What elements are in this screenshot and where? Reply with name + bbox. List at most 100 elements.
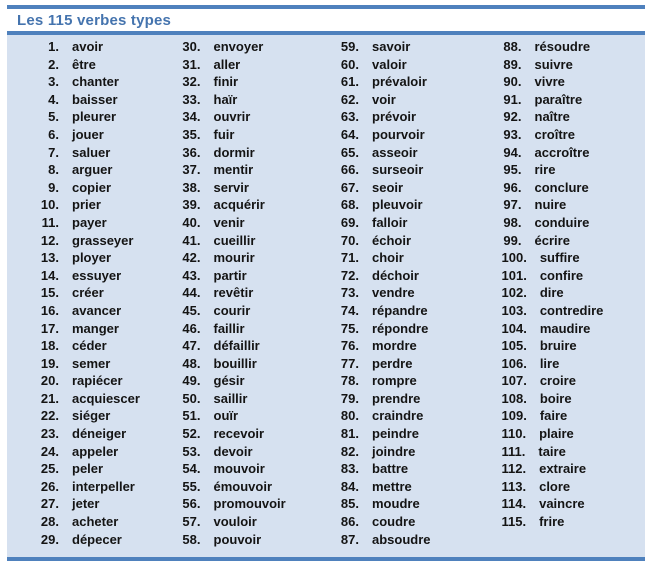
verb-row: 71. choir	[339, 249, 486, 267]
verb-label: plaire	[539, 426, 574, 442]
verb-number: 95.	[503, 162, 522, 178]
verb-row: 115. frire	[502, 513, 646, 531]
verb-row: 35. fuir	[181, 126, 327, 144]
verb-row: 46. faillir	[181, 320, 327, 338]
verb-number: 49.	[182, 373, 201, 389]
verb-label: interpeller	[72, 478, 135, 494]
verb-row: 39. acquérir	[181, 196, 327, 214]
verb-label: payer	[72, 214, 107, 230]
verb-number: 77.	[340, 355, 359, 371]
verb-row: 64. pourvoir	[339, 126, 486, 144]
verb-label: surseoir	[372, 162, 424, 178]
verb-number: 109.	[501, 408, 527, 424]
verb-row: 91. paraître	[502, 91, 646, 109]
verb-number: 22.	[40, 408, 59, 424]
verb-number: 9.	[48, 179, 59, 195]
verb-number: 12.	[40, 232, 59, 248]
verb-row: 8. arguer	[39, 161, 167, 179]
verb-number: 24.	[40, 443, 59, 459]
verb-label: baisser	[72, 91, 118, 107]
verb-number: 98.	[503, 214, 522, 230]
verb-row: 34. ouvrir	[181, 108, 327, 126]
verb-number: 99.	[503, 232, 522, 248]
verb-number: 18.	[40, 338, 59, 354]
verb-label: mettre	[372, 478, 412, 494]
verb-row: 17. manger	[39, 320, 167, 338]
verb-row: 61. prévaloir	[339, 73, 486, 91]
verb-number: 21.	[40, 390, 59, 406]
verb-number: 35.	[182, 126, 201, 142]
verb-label: siéger	[72, 408, 111, 424]
verb-row: 27. jeter	[39, 495, 167, 513]
verb-label: paraître	[534, 91, 583, 107]
verb-number: 60.	[340, 56, 359, 72]
verb-number: 32.	[182, 74, 201, 90]
verb-label: valoir	[372, 56, 407, 72]
verb-number: 89.	[503, 56, 522, 72]
verb-label: frire	[539, 514, 565, 530]
verb-label: bruire	[539, 338, 577, 354]
verb-row: 47. défaillir	[181, 337, 327, 355]
verb-number: 29.	[40, 531, 59, 547]
verb-label: servir	[213, 179, 249, 195]
verb-label: arguer	[72, 162, 113, 178]
verb-row: 11. payer	[39, 214, 167, 232]
verb-label: moudre	[372, 496, 420, 512]
verb-row: 93. croître	[502, 126, 646, 144]
verb-row: 18. céder	[39, 337, 167, 355]
verb-row: 38. servir	[181, 179, 327, 197]
verb-number: 68.	[340, 197, 359, 213]
verb-row: 62. voir	[339, 91, 486, 109]
verb-label: répandre	[372, 302, 428, 318]
verb-label: résoudre	[534, 39, 591, 54]
verb-number: 105.	[501, 338, 527, 354]
verb-number: 17.	[40, 320, 59, 336]
verb-number: 20.	[40, 373, 59, 389]
verb-label: répondre	[372, 320, 429, 336]
verb-number: 108.	[501, 390, 527, 406]
verb-row: 78. rompre	[339, 372, 486, 390]
verb-row: 26. interpeller	[39, 478, 167, 496]
verb-row: 1. avoir	[39, 38, 167, 56]
verb-row: 13. ployer	[39, 249, 167, 267]
verb-row: 88. résoudre	[502, 38, 646, 56]
verb-label: rompre	[372, 373, 417, 389]
verb-number: 97.	[503, 197, 522, 213]
verb-number: 28.	[40, 514, 59, 530]
verb-row: 83. battre	[339, 460, 486, 478]
verb-label: revêtir	[213, 285, 254, 301]
verb-number: 54.	[182, 461, 201, 477]
verb-label: devoir	[213, 443, 253, 459]
verb-row: 25. peler	[39, 460, 167, 478]
verb-number: 111.	[501, 443, 526, 459]
verb-row: 28. acheter	[39, 513, 167, 531]
verb-label: déchoir	[372, 267, 419, 283]
verb-label: mourir	[213, 250, 255, 266]
verb-number: 75.	[340, 320, 359, 336]
verb-number: 70.	[340, 232, 359, 248]
verb-row: 108. boire	[502, 390, 646, 408]
verb-label: voir	[372, 91, 396, 107]
verb-number: 51.	[182, 408, 201, 424]
verb-label: déneiger	[72, 426, 127, 442]
verb-label: absoudre	[372, 531, 431, 547]
verb-number: 101.	[501, 267, 527, 283]
verb-label: défaillir	[213, 338, 260, 354]
verb-number: 55.	[182, 478, 201, 494]
verb-row: 105. bruire	[502, 337, 646, 355]
verb-row: 114. vaincre	[502, 495, 646, 513]
verb-label: prévoir	[372, 109, 417, 125]
verb-row: 79. prendre	[339, 390, 486, 408]
verb-label: savoir	[372, 39, 411, 54]
verb-number: 6.	[48, 126, 59, 142]
verb-number: 63.	[340, 109, 359, 125]
verb-number: 2.	[48, 56, 59, 72]
bottom-rule	[7, 557, 645, 561]
verb-number: 106.	[501, 355, 527, 371]
verb-row: 96. conclure	[502, 179, 646, 197]
verb-row: 51. ouïr	[181, 407, 327, 425]
verb-label: envoyer	[213, 39, 264, 54]
verb-row: 67. seoir	[339, 179, 486, 197]
verb-number: 37.	[182, 162, 201, 178]
verb-number: 48.	[182, 355, 201, 371]
